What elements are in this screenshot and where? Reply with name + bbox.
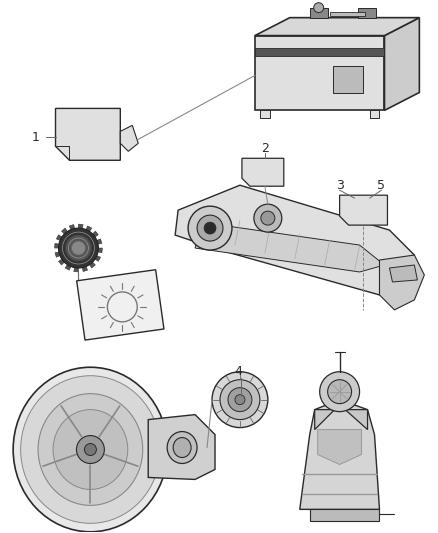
Polygon shape: [255, 47, 385, 55]
Ellipse shape: [13, 367, 168, 532]
Polygon shape: [314, 405, 367, 430]
Circle shape: [212, 372, 268, 427]
Polygon shape: [255, 18, 419, 36]
Polygon shape: [255, 36, 385, 110]
Circle shape: [314, 3, 324, 13]
Polygon shape: [54, 244, 59, 248]
Text: 2: 2: [261, 142, 269, 155]
Text: 5: 5: [378, 179, 385, 192]
Polygon shape: [77, 270, 164, 340]
Polygon shape: [56, 108, 120, 160]
Circle shape: [204, 222, 216, 234]
Circle shape: [228, 387, 252, 411]
Polygon shape: [89, 262, 95, 268]
Polygon shape: [385, 18, 419, 110]
Circle shape: [254, 204, 282, 232]
Circle shape: [59, 228, 99, 268]
Polygon shape: [61, 228, 67, 234]
Polygon shape: [330, 12, 364, 15]
Ellipse shape: [21, 376, 160, 523]
Circle shape: [188, 206, 232, 250]
Text: 4: 4: [234, 365, 242, 378]
Polygon shape: [57, 235, 62, 240]
Polygon shape: [86, 226, 92, 231]
Text: 1: 1: [32, 131, 39, 144]
Circle shape: [328, 379, 352, 403]
Polygon shape: [82, 266, 88, 271]
Circle shape: [77, 435, 104, 464]
Circle shape: [235, 394, 245, 405]
Polygon shape: [120, 125, 138, 151]
Polygon shape: [242, 158, 284, 186]
Circle shape: [220, 379, 260, 419]
Text: 3: 3: [336, 179, 343, 192]
Polygon shape: [318, 430, 361, 464]
Circle shape: [71, 241, 85, 255]
Polygon shape: [74, 268, 78, 272]
Polygon shape: [65, 264, 71, 270]
Circle shape: [320, 372, 360, 411]
Polygon shape: [175, 185, 414, 295]
Polygon shape: [97, 239, 102, 244]
Circle shape: [66, 235, 92, 261]
Polygon shape: [92, 231, 99, 237]
Ellipse shape: [53, 410, 128, 489]
Polygon shape: [95, 256, 101, 261]
Circle shape: [261, 211, 275, 225]
Polygon shape: [370, 110, 379, 118]
Polygon shape: [98, 248, 102, 253]
Polygon shape: [300, 400, 379, 510]
Polygon shape: [339, 195, 388, 225]
Circle shape: [85, 443, 96, 456]
Ellipse shape: [38, 394, 143, 505]
Polygon shape: [69, 224, 74, 230]
Polygon shape: [379, 255, 424, 310]
Circle shape: [197, 215, 223, 241]
Polygon shape: [78, 224, 83, 229]
Polygon shape: [310, 510, 379, 521]
Polygon shape: [389, 265, 417, 282]
Polygon shape: [260, 110, 270, 118]
Polygon shape: [59, 259, 64, 265]
Polygon shape: [310, 7, 328, 18]
Polygon shape: [55, 252, 60, 257]
Ellipse shape: [173, 438, 191, 457]
Polygon shape: [357, 7, 375, 18]
Polygon shape: [195, 222, 385, 272]
Polygon shape: [332, 66, 363, 93]
Ellipse shape: [167, 432, 197, 464]
Polygon shape: [148, 415, 215, 480]
